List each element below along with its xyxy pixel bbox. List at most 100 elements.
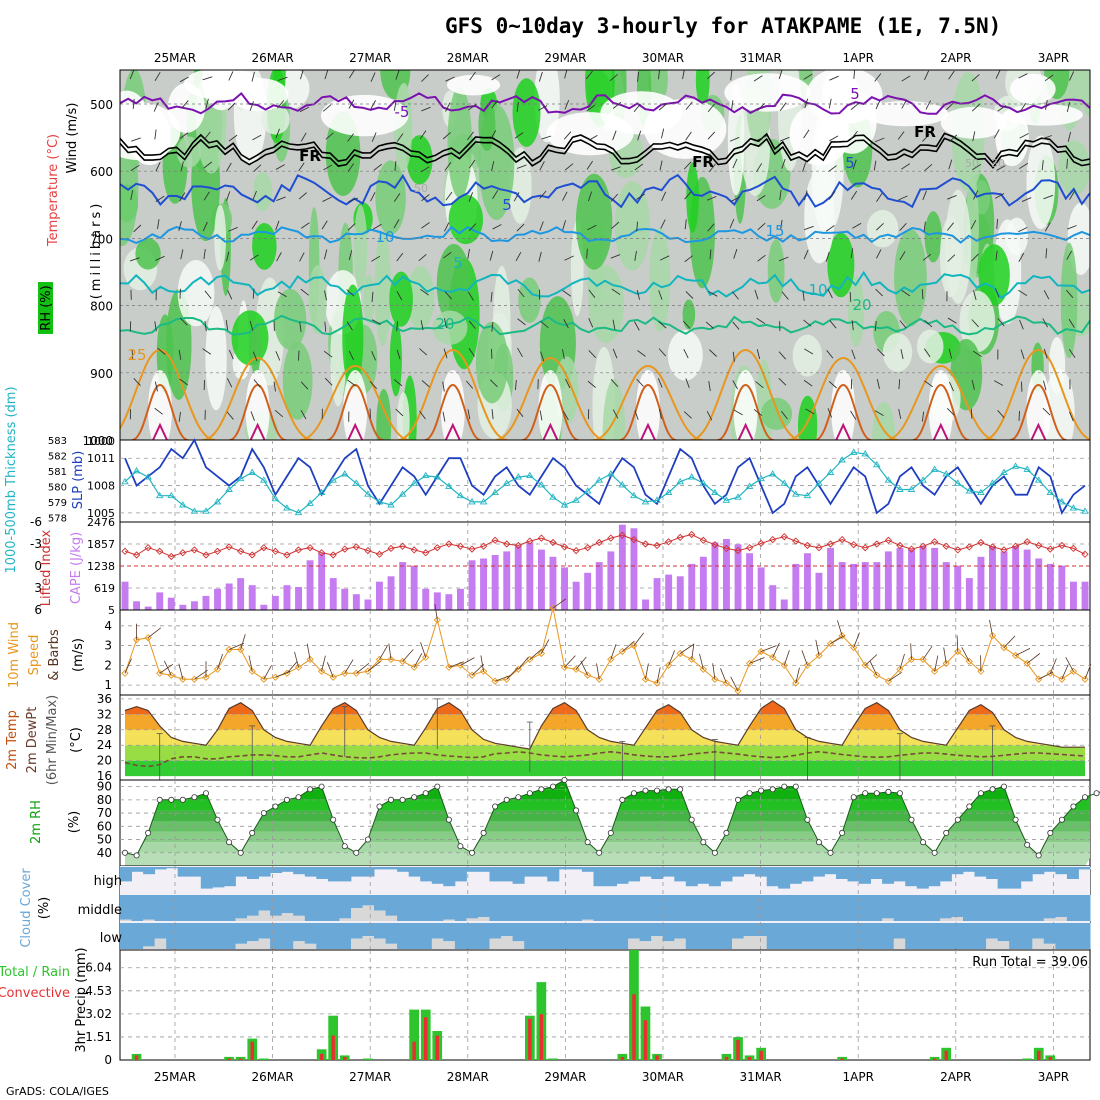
li-marker	[202, 551, 210, 559]
isotherm-30	[326, 383, 384, 440]
cloud-cell	[836, 895, 848, 921]
wind-barb	[586, 248, 588, 259]
cloud-cell	[304, 895, 317, 921]
rh-legend-swatch	[38, 282, 53, 334]
contour-label: -5	[395, 103, 410, 121]
slp-thickness-panel: 58358258158057957810111008100510001000-5…	[4, 386, 1091, 574]
cloud-cell	[847, 867, 860, 882]
cloud-cell	[570, 867, 583, 870]
rh-blob	[1048, 336, 1066, 395]
cloud-cell	[801, 867, 814, 882]
li-marker	[179, 549, 187, 557]
wind-barb	[803, 249, 809, 260]
cloud-cell	[247, 923, 259, 942]
rh-blob	[447, 86, 472, 199]
wind-barb	[277, 76, 288, 81]
surface-wind-barb	[830, 635, 845, 644]
wind-barb	[972, 131, 976, 142]
cloud-cell	[755, 895, 768, 921]
cape-bar	[364, 599, 372, 610]
wind-barb	[610, 193, 619, 202]
cloud-cell	[235, 867, 248, 877]
cloud-cell	[212, 923, 225, 949]
cloud-cell	[824, 867, 837, 875]
thickness-marker	[132, 467, 141, 474]
cape-bar	[676, 576, 684, 610]
precip-tick: 3.02	[85, 1007, 112, 1021]
wind-barb	[778, 256, 789, 262]
wind-barb	[971, 253, 979, 262]
wind-barb	[804, 190, 808, 201]
cape-bar	[838, 562, 846, 610]
cloud-cell	[905, 867, 918, 887]
wind-barb	[178, 221, 182, 232]
wind-barb	[732, 291, 739, 300]
cloud-cell	[212, 895, 225, 921]
surface-wind-barb	[529, 648, 543, 660]
wind-barb	[874, 137, 885, 143]
li-marker	[144, 544, 152, 552]
wind-barb	[225, 162, 232, 172]
wind-barb	[636, 193, 645, 200]
cloud-cell-clear	[351, 938, 363, 949]
cloud-cell	[778, 895, 791, 921]
cloud-row-label: low	[100, 931, 123, 946]
cape-bar	[873, 562, 881, 610]
thickness-marker	[699, 479, 708, 486]
cloud-cell-clear	[581, 919, 594, 921]
rh-marker	[122, 849, 129, 856]
cloud-cell	[397, 867, 410, 872]
wind-speed-marker	[503, 675, 511, 683]
thickness-marker	[618, 481, 627, 488]
wind-barb	[636, 378, 644, 387]
wind-barb	[299, 252, 305, 262]
wind-barb	[490, 130, 497, 140]
rh-blob	[205, 306, 227, 411]
thickness-marker	[502, 479, 511, 486]
cape-tick: 619	[94, 582, 115, 595]
surface-wind-barb	[460, 657, 475, 666]
wind-barb	[660, 219, 666, 229]
wind-barb	[563, 131, 572, 140]
cloud-cell-clear	[247, 941, 259, 949]
cape-tick: 1238	[87, 560, 115, 573]
surface-wind-barb	[124, 658, 132, 674]
rh-marker	[214, 816, 221, 823]
wind-barb	[299, 321, 302, 332]
surface-wind-barb	[730, 676, 739, 692]
cloud-cell	[189, 895, 202, 921]
wind-speed-marker	[1023, 659, 1031, 668]
cape-bar	[445, 594, 453, 610]
cloud-cell	[593, 895, 606, 921]
rh-marker	[1058, 816, 1065, 823]
wind-speed-marker	[468, 671, 476, 679]
cape-bar	[780, 599, 788, 610]
cloud-cell	[1078, 923, 1091, 949]
rh-blob	[882, 333, 913, 372]
wind-barb	[277, 291, 287, 298]
rh-marker	[1070, 803, 1077, 810]
wind-barb	[923, 221, 926, 232]
cape-bar	[723, 539, 730, 610]
cloud-cell	[235, 923, 248, 944]
wind-barb	[373, 163, 383, 171]
rh-marker	[989, 786, 996, 793]
wind-barb	[298, 192, 307, 200]
wind-barb	[540, 351, 545, 362]
rh-marker	[723, 829, 730, 836]
pressure-tick-label: 800	[90, 300, 113, 314]
cloud-cell	[870, 923, 883, 949]
cloud-cell	[1066, 867, 1079, 879]
wind-barb	[154, 381, 158, 392]
cloud-cell	[489, 895, 502, 921]
rh-blob	[924, 211, 942, 263]
wind-axis-subtitle: Speed	[27, 635, 42, 676]
date-label-top: 26MAR	[252, 51, 294, 65]
wind-barb	[516, 164, 527, 169]
cloud-cell	[697, 923, 710, 949]
rh-marker	[816, 839, 823, 846]
rh-band	[125, 842, 1090, 853]
wind-speed-marker	[213, 665, 222, 673]
cape-bar	[549, 556, 557, 610]
cloud-cell	[131, 923, 144, 949]
